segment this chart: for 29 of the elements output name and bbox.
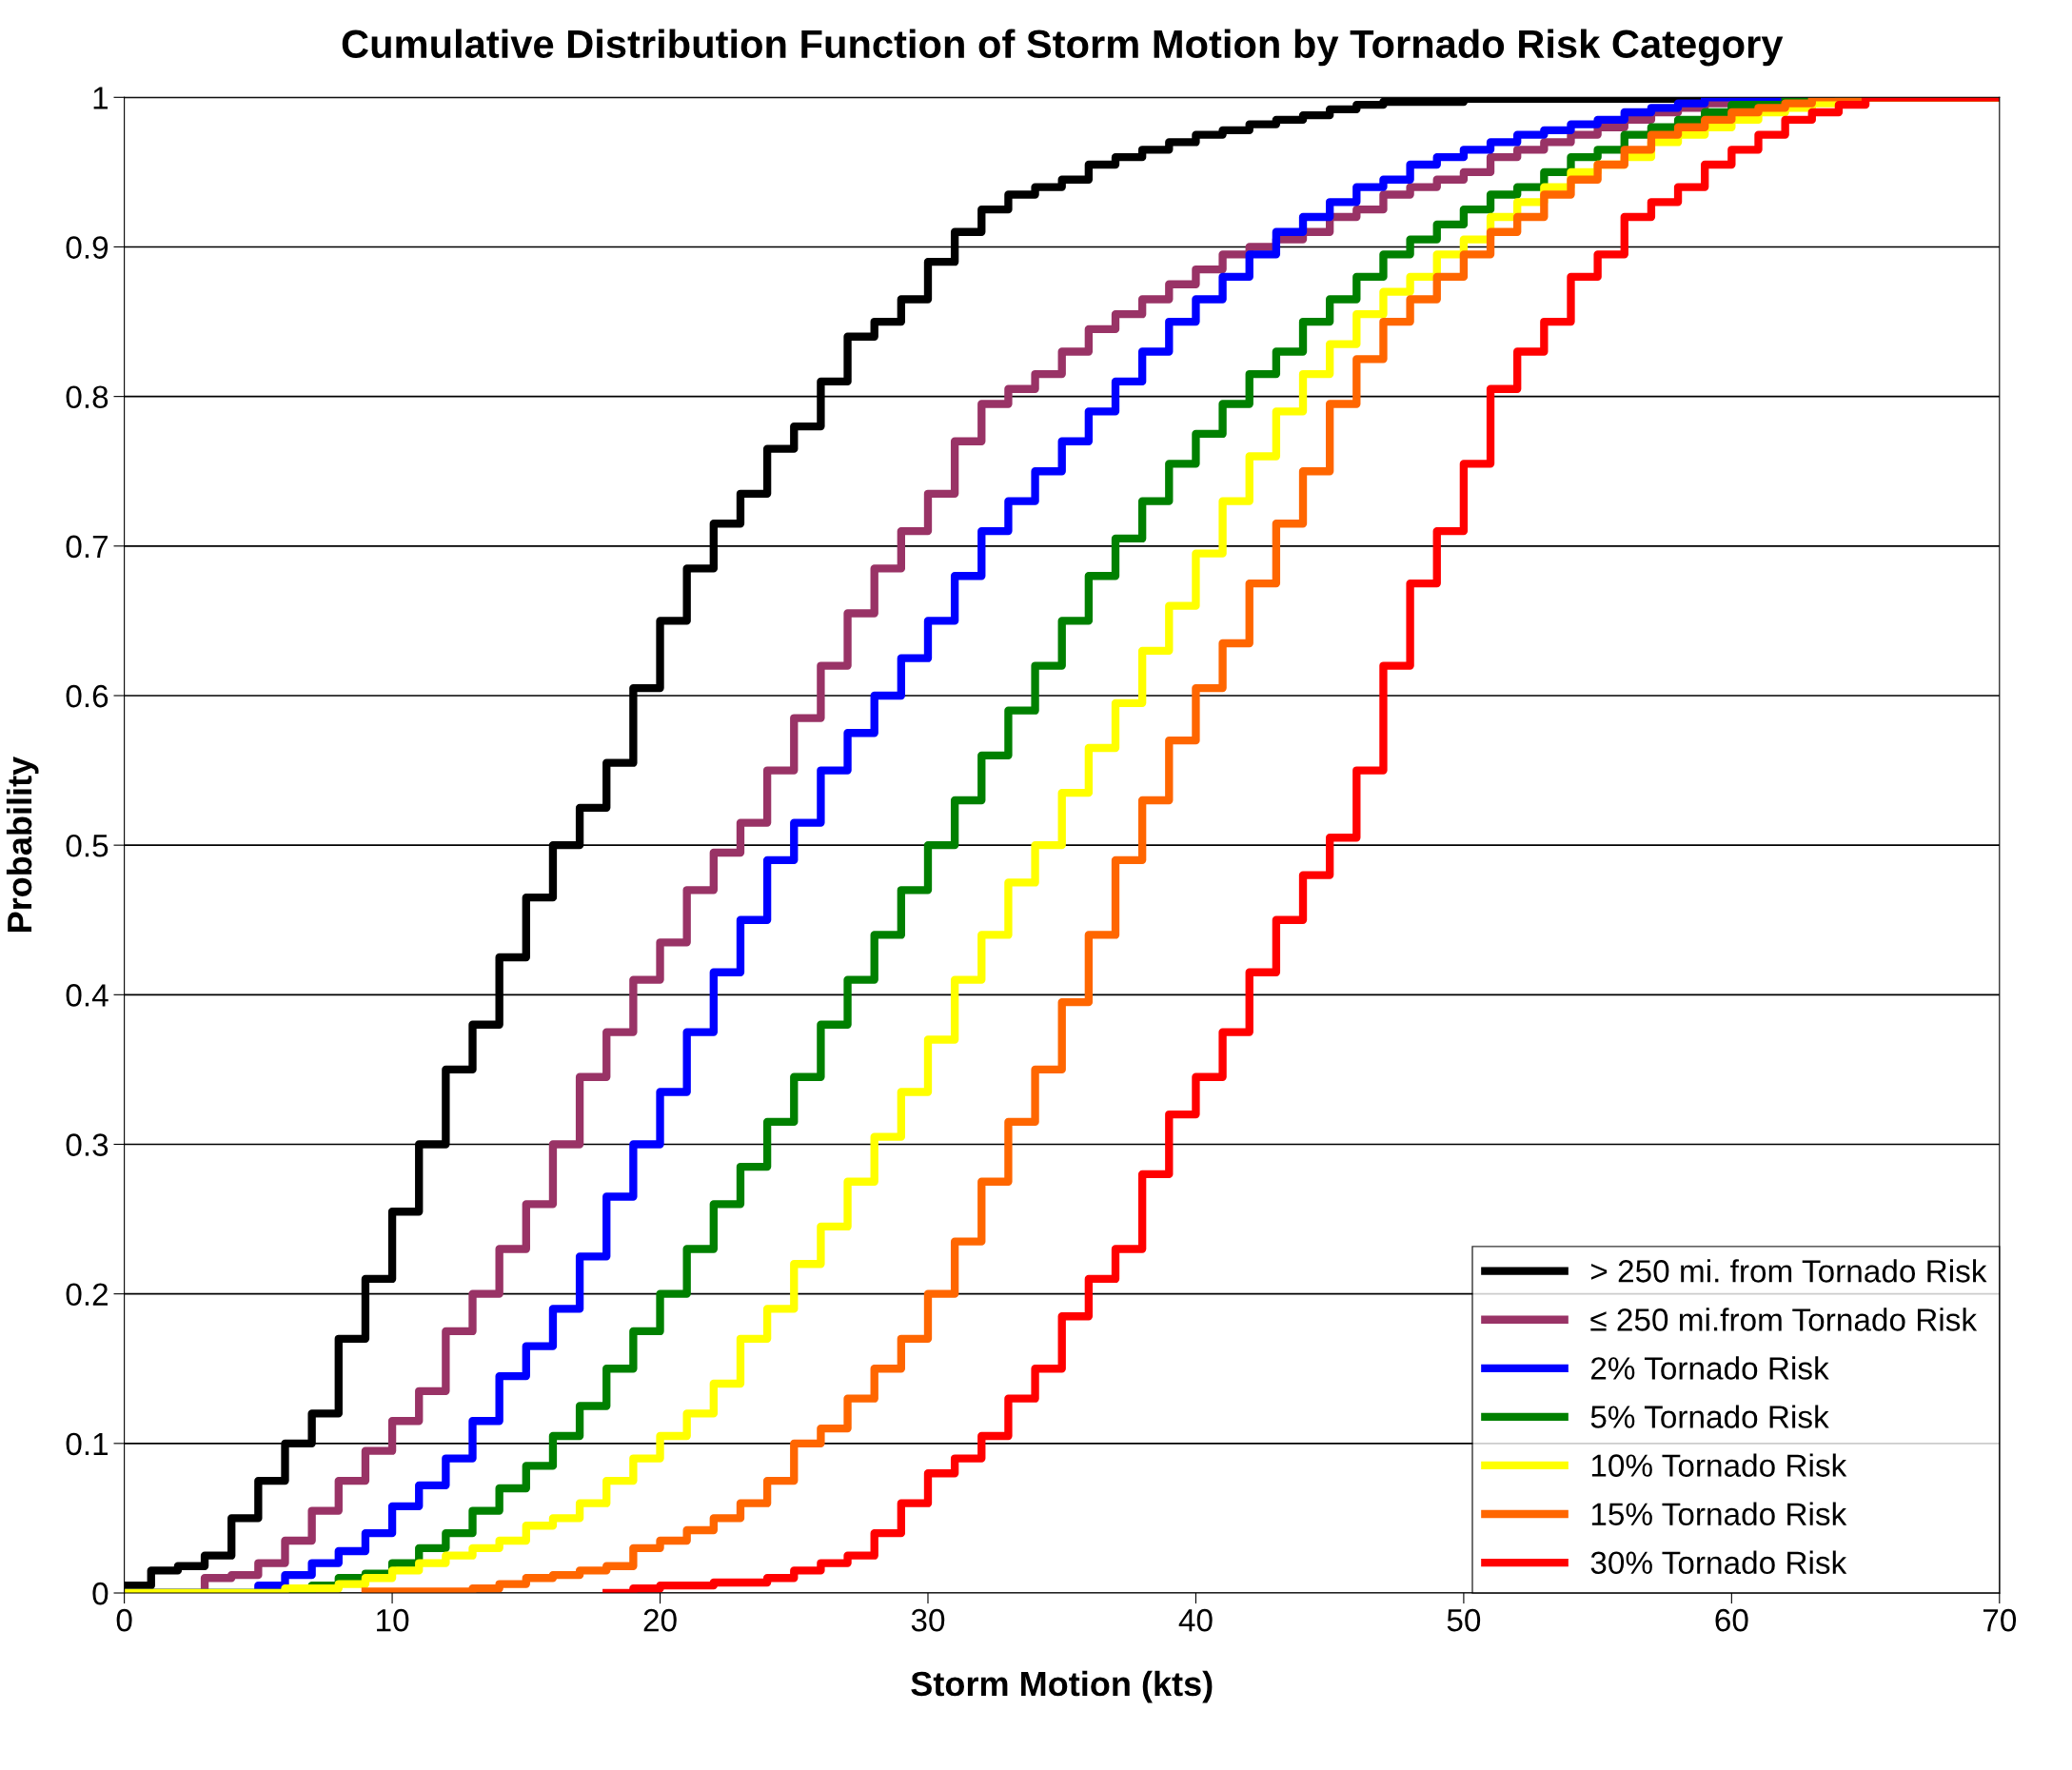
y-axis-title: Probability xyxy=(6,757,39,933)
y-tick-label: 0.5 xyxy=(66,834,109,857)
legend-label: 10% Tornado Risk xyxy=(1591,1453,1847,1477)
y-tick-label: 0.2 xyxy=(66,1283,108,1307)
y-tick-label: 1 xyxy=(93,87,109,109)
y-tick-label: 0.8 xyxy=(66,385,109,409)
x-tick-label: 10 xyxy=(377,1608,409,1632)
y-tick-label: 0.4 xyxy=(66,984,109,1007)
legend-label: 30% Tornado Risk xyxy=(1590,1550,1847,1575)
x-tick-label: 50 xyxy=(1447,1608,1481,1632)
y-tick-label: 0.6 xyxy=(66,684,109,708)
x-tick-label: 40 xyxy=(1178,1608,1213,1632)
y-tick-label: 0.9 xyxy=(66,236,109,259)
y-tick-label: 0.3 xyxy=(66,1133,109,1156)
y-tick-label: 0.1 xyxy=(66,1432,109,1456)
x-tick-label: 70 xyxy=(1983,1608,2017,1632)
x-tick-label: 20 xyxy=(643,1608,677,1632)
legend-label: 5% Tornado Risk xyxy=(1590,1405,1829,1428)
legend-label: 15% Tornado Risk xyxy=(1591,1502,1847,1526)
legend-label: > 250 mi. from Tornado Risk xyxy=(1590,1259,1987,1283)
legend-label: ≤ 250 mi.from Tornado Risk xyxy=(1590,1308,1978,1331)
x-tick-label: 0 xyxy=(116,1608,132,1632)
x-axis-title: Storm Motion (kts) xyxy=(911,1670,1213,1703)
y-tick-label: 0.7 xyxy=(66,535,108,559)
y-tick-label: 0 xyxy=(92,1582,109,1605)
legend-label: 2% Tornado Risk xyxy=(1591,1356,1829,1380)
x-tick-label: 60 xyxy=(1715,1608,1748,1632)
x-tick-label: 30 xyxy=(911,1608,945,1632)
chart-title: Cumulative Distribution Function of Storm Motion by Tornado Risk Category xyxy=(342,29,1784,67)
